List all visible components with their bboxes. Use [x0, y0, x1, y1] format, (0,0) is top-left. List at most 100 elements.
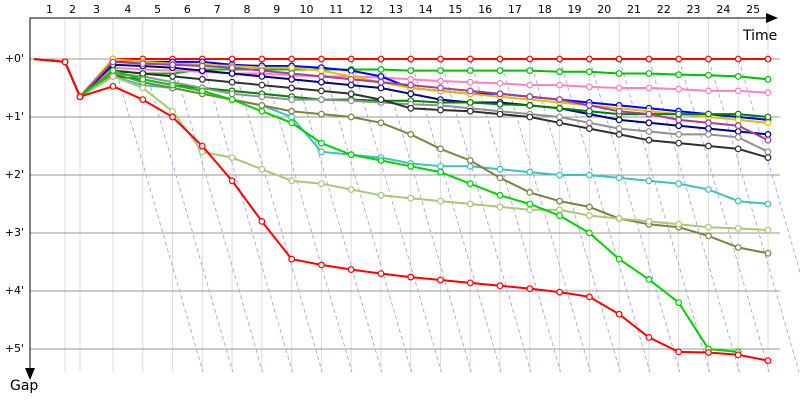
data-point	[407, 130, 415, 138]
reference-line	[649, 59, 740, 373]
data-point	[228, 96, 236, 103]
data-point	[258, 67, 266, 74]
data-point	[496, 191, 504, 199]
data-point	[734, 351, 742, 359]
series-line	[33, 58, 769, 99]
data-point	[705, 232, 712, 240]
data-point	[258, 101, 266, 109]
data-point	[645, 128, 653, 135]
data-point	[556, 68, 563, 76]
data-point	[318, 78, 325, 86]
reference-line	[291, 59, 383, 373]
data-point	[347, 151, 355, 159]
data-point	[109, 58, 117, 66]
data-point	[496, 203, 504, 211]
data-point	[288, 107, 296, 115]
data-point	[764, 226, 772, 234]
data-point	[407, 67, 415, 74]
data-point	[645, 70, 653, 77]
data-point	[764, 200, 772, 208]
data-point	[318, 261, 325, 269]
data-point	[407, 55, 415, 63]
data-point	[615, 174, 623, 182]
data-point	[437, 168, 444, 176]
data-point	[734, 110, 742, 118]
data-point	[139, 84, 147, 92]
data-point	[109, 67, 117, 74]
data-point	[764, 148, 772, 156]
x-tick-label: 20	[597, 3, 611, 16]
data-point	[437, 77, 444, 85]
data-point	[585, 119, 593, 127]
data-point	[466, 78, 474, 86]
data-point	[615, 310, 623, 318]
data-point	[377, 96, 385, 103]
reference-line	[589, 59, 681, 373]
data-point	[675, 139, 683, 147]
data-point	[734, 122, 742, 130]
data-point	[466, 107, 474, 115]
data-point	[526, 81, 534, 89]
data-point	[347, 97, 355, 105]
data-point	[318, 55, 325, 63]
x-tick-label: 23	[687, 3, 701, 16]
x-tick-label: 16	[478, 3, 492, 16]
data-point	[437, 106, 444, 114]
data-point	[526, 285, 534, 293]
reference-line	[559, 59, 651, 373]
reference-line	[470, 59, 561, 373]
data-point	[228, 64, 236, 72]
data-point	[585, 101, 593, 109]
data-point	[764, 154, 772, 162]
data-point	[734, 55, 742, 63]
reference-line	[738, 59, 800, 274]
data-point	[466, 157, 474, 164]
data-point	[734, 145, 742, 153]
data-point	[169, 72, 176, 80]
data-point	[407, 81, 415, 89]
data-point	[466, 279, 474, 287]
y-tick-label: +3'	[5, 226, 24, 239]
x-tick-label: 10	[300, 3, 314, 16]
data-point	[526, 200, 534, 208]
data-point	[764, 357, 772, 365]
data-point	[496, 110, 504, 118]
data-point	[466, 55, 474, 63]
data-point	[288, 70, 296, 77]
x-tick-label: 9	[273, 3, 280, 16]
data-point	[61, 58, 69, 66]
data-point	[526, 93, 534, 101]
reference-line	[142, 59, 234, 373]
series-line	[33, 58, 769, 136]
data-point	[496, 90, 504, 98]
data-point	[556, 212, 563, 220]
data-point	[705, 186, 712, 193]
data-point	[377, 72, 385, 80]
x-tick-label: 14	[419, 3, 433, 16]
lap-reference-lines	[112, 59, 800, 373]
data-point	[556, 55, 563, 63]
data-point	[288, 64, 296, 72]
data-point	[675, 85, 683, 93]
y-tick-label: +4'	[5, 284, 24, 297]
data-point	[585, 171, 593, 179]
data-point	[258, 165, 266, 173]
data-point	[347, 266, 355, 273]
x-tick-label: 21	[627, 3, 641, 16]
data-point	[198, 62, 206, 70]
data-point	[139, 75, 147, 83]
data-point	[377, 119, 385, 127]
data-point	[645, 119, 653, 127]
data-point	[258, 72, 266, 80]
data-point	[318, 139, 325, 147]
data-point	[437, 145, 444, 153]
data-point	[466, 200, 474, 208]
data-point	[585, 203, 593, 211]
data-point	[347, 186, 355, 193]
data-point	[734, 116, 742, 124]
data-point	[198, 148, 206, 156]
series-line	[33, 58, 769, 159]
reference-line	[351, 59, 442, 373]
data-point	[585, 125, 593, 133]
